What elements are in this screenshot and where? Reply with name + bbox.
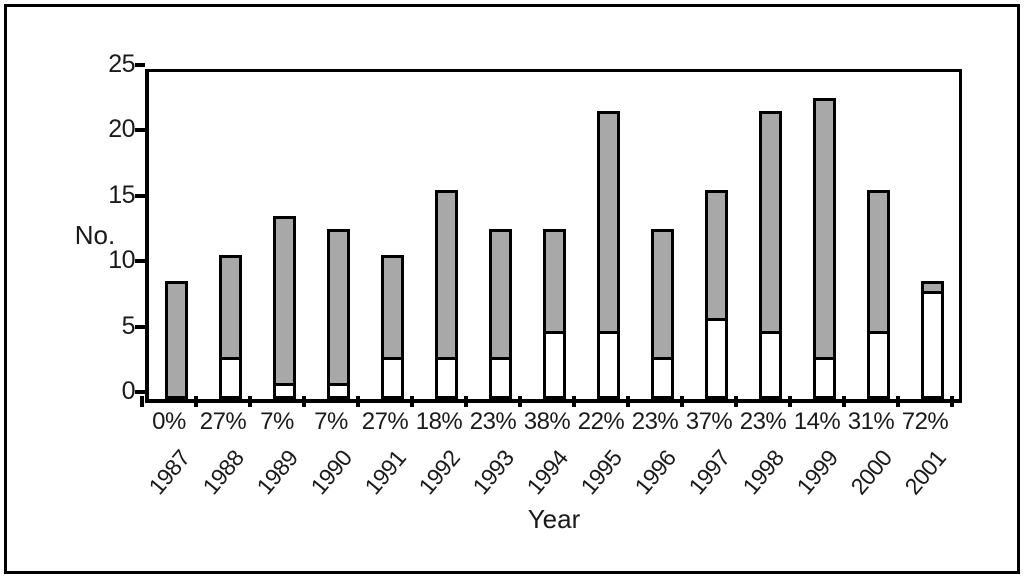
y-tick-15 [135,193,145,198]
bar-1995-lower-segment [599,330,617,396]
percent-label-1998: 23% [739,408,787,435]
x-tick-12 [788,396,792,407]
y-tick-20 [135,128,145,133]
bar-2000 [866,189,890,399]
y-tick-10 [135,259,145,264]
x-tick-4 [356,396,360,407]
percent-label-1996: 23% [631,408,679,435]
percent-label-2000: 31% [847,408,895,435]
bar-1993-lower-segment [491,356,509,396]
percent-label-1990: 7% [314,408,348,435]
x-tick-5 [410,396,414,407]
bar-1999 [812,98,836,399]
bar-1987 [164,281,188,399]
x-tick-7 [518,396,522,407]
x-tick-8 [572,396,576,407]
x-tick-11 [734,396,738,407]
percent-label-1993: 23% [469,408,517,435]
bar-1989-lower-segment [275,382,293,396]
x-axis-title: Year [527,504,581,534]
x-tick-15 [950,396,954,407]
percent-label-1997: 37% [685,408,733,435]
x-tick-1 [194,396,198,407]
bar-2001 [920,281,944,399]
bar-1990 [326,228,350,399]
bar-1995 [596,111,620,399]
x-tick-0 [140,396,144,407]
y-tick-label-5: 5 [121,311,136,340]
bar-1992-lower-segment [437,356,455,396]
bar-2000-lower-segment [869,330,887,396]
x-tick-14 [896,396,900,407]
percent-label-1995: 22% [577,408,625,435]
bar-1996 [650,228,674,399]
y-tick-0 [135,390,145,394]
y-tick-label-20: 20 [108,115,135,144]
bar-1997-lower-segment [707,317,725,396]
percent-label-1994: 38% [523,408,571,435]
x-tick-2 [248,396,252,407]
bar-1994-lower-segment [545,330,563,396]
y-tick-5 [135,324,145,329]
percent-label-1987: 0% [152,408,186,435]
bar-1994 [542,228,566,399]
y-tick-25 [135,63,145,67]
bar-1996-lower-segment [653,356,671,396]
bar-1988-lower-segment [221,356,239,396]
bar-1990-lower-segment [329,382,347,396]
bar-1991 [380,255,404,399]
percent-label-1992: 18% [415,408,463,435]
x-tick-6 [464,396,468,407]
bar-1991-lower-segment [383,356,401,396]
bar-1998 [758,111,782,399]
percent-label-2001: 72% [901,408,949,435]
y-tick-label-10: 10 [108,246,135,275]
x-tick-3 [302,396,306,407]
bar-1997 [704,189,728,399]
percent-label-1999: 14% [793,408,841,435]
y-tick-label-15: 15 [108,180,135,209]
figure-outer-frame: 0 5 10 15 20 25 0% 27% 7% 7% 27% 18% 23% 38% 22% 23% 37… [4,4,1020,574]
y-tick-label-0: 0 [121,377,136,405]
percent-label-1988: 27% [199,408,247,435]
bar-2001-lower-segment [923,291,941,396]
bar-1993 [488,228,512,399]
bar-1999-lower-segment [815,356,833,396]
bar-1989 [272,215,296,399]
percent-label-1991: 27% [361,408,409,435]
x-tick-9 [626,396,630,407]
x-tick-13 [842,396,846,407]
bar-1998-lower-segment [761,330,779,396]
y-axis-title: No. [74,220,116,250]
percent-label-1989: 7% [260,408,294,435]
y-tick-label-25: 25 [108,50,135,78]
bar-1992 [434,189,458,399]
bars-layer [149,72,959,399]
x-tick-10 [680,396,684,407]
bar-1988 [218,255,242,399]
